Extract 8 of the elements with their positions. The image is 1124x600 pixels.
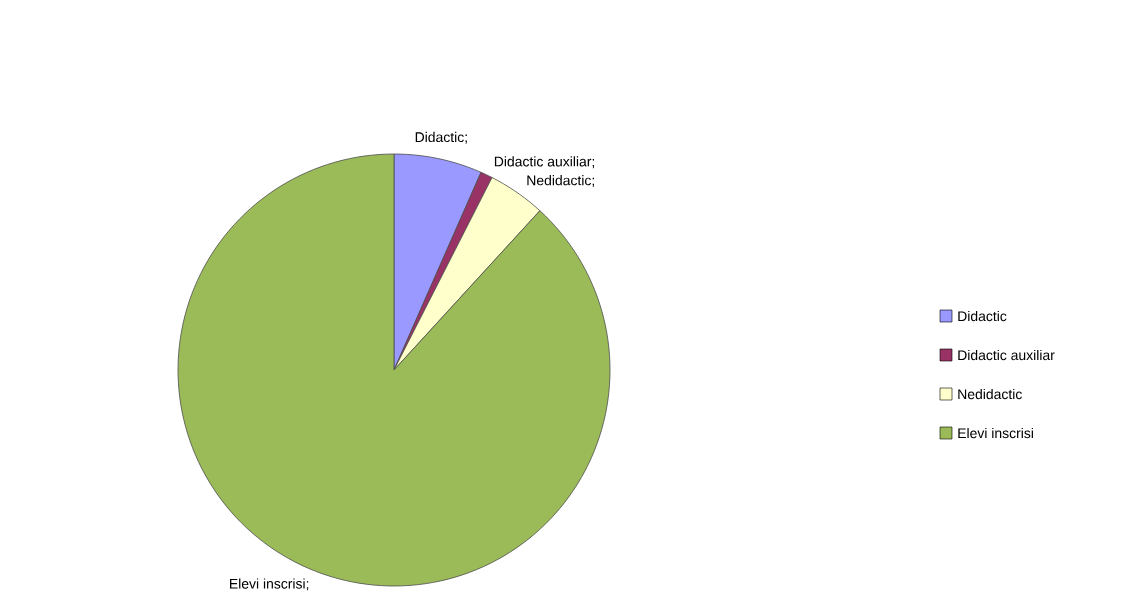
data-label: Didactic auxiliar; [494, 156, 595, 169]
data-label: Didactic; [415, 131, 467, 144]
legend-label: Didactic auxiliar [958, 349, 1055, 361]
data-label: Nedidactic; [527, 175, 594, 187]
data-label: Elevi inscrisi; [230, 578, 309, 591]
legend-label: Nedidactic [958, 388, 1022, 400]
legend-label: Didactic [958, 310, 1007, 322]
legend-label: Elevi inscrisi [958, 427, 1033, 439]
